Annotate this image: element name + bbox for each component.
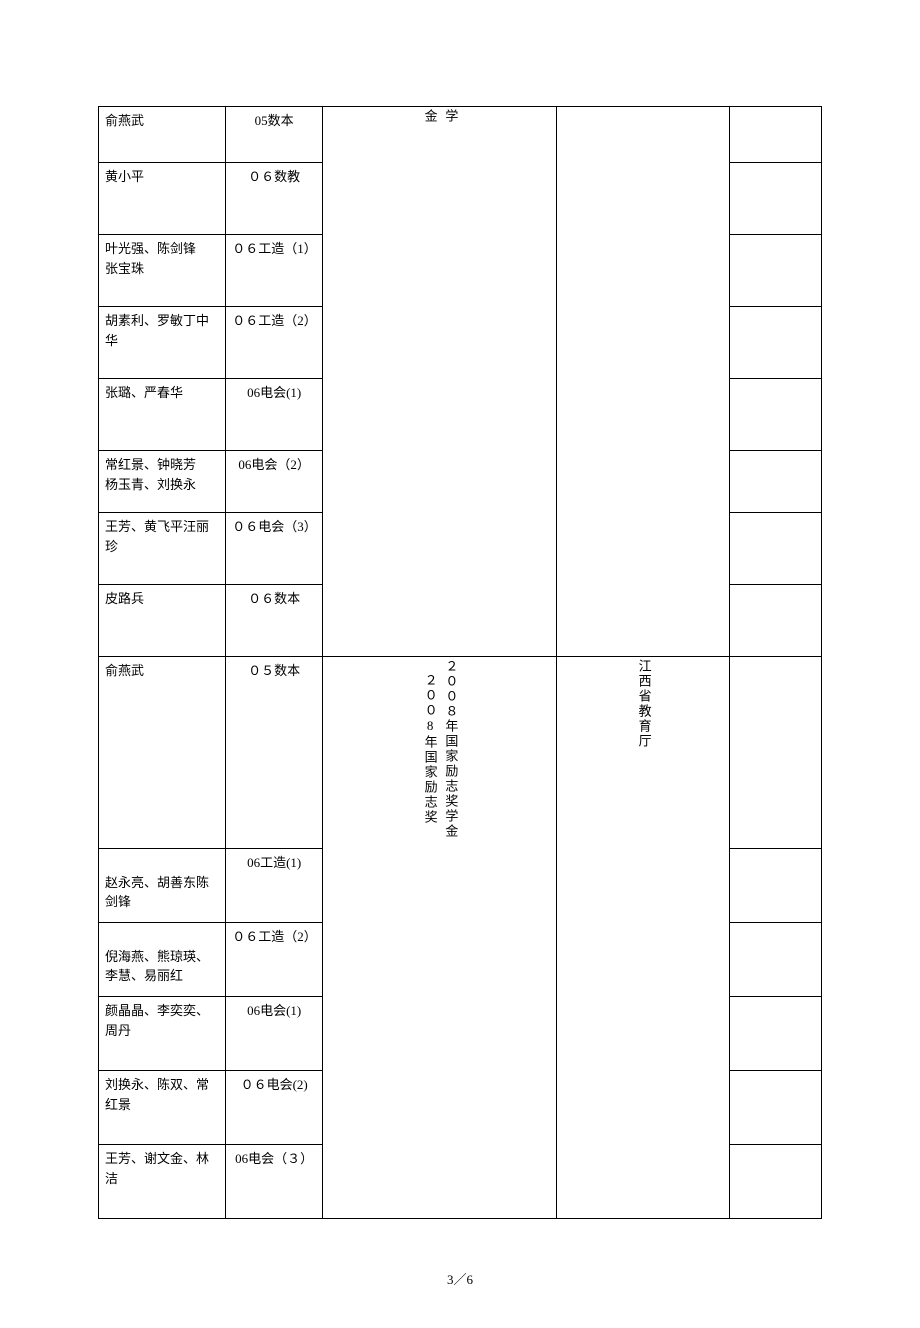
issuer-cell	[557, 923, 730, 997]
empty-cell	[730, 451, 822, 513]
issuer-cell	[557, 107, 730, 163]
page-number: 3／6	[98, 1269, 822, 1288]
group2: 俞燕武０５数本２００８年国家励志奖学金 ２００8年国家励志奖江西省教育厅 赵永亮…	[99, 657, 822, 1219]
table-row: 刘换永、陈双、常红景０６电会(2)	[99, 1071, 822, 1145]
award-cell	[323, 585, 557, 657]
names-cell: 皮路兵	[99, 585, 226, 657]
table-row: 叶光强、陈剑锋 张宝珠０６工造（1）	[99, 235, 822, 307]
empty-cell	[730, 923, 822, 997]
empty-cell	[730, 657, 822, 849]
issuer-cell	[557, 849, 730, 923]
empty-cell	[730, 513, 822, 585]
issuer-cell: 江西省教育厅	[557, 657, 730, 849]
award-cell: 学 金	[323, 107, 557, 163]
names-cell: 俞燕武	[99, 657, 226, 849]
issuer-cell	[557, 997, 730, 1071]
table-row: 皮路兵０６数本	[99, 585, 822, 657]
class-cell: ０６电会（3）	[226, 513, 323, 585]
award-cell	[323, 997, 557, 1071]
names-cell: 刘换永、陈双、常红景	[99, 1071, 226, 1145]
award-cell	[323, 1145, 557, 1219]
class-cell: ０６数教	[226, 163, 323, 235]
scholarship-table: 俞燕武05数本学 金黄小平０６数教叶光强、陈剑锋 张宝珠０６工造（1）胡素利、罗…	[98, 106, 822, 1219]
names-cell: 王芳、黄飞平汪丽珍	[99, 513, 226, 585]
names-cell: 常红景、钟晓芳 杨玉青、刘换永	[99, 451, 226, 513]
table-row: 俞燕武０５数本２００８年国家励志奖学金 ２００8年国家励志奖江西省教育厅	[99, 657, 822, 849]
table-row: 黄小平０６数教	[99, 163, 822, 235]
issuer-cell	[557, 585, 730, 657]
table-row: 俞燕武05数本学 金	[99, 107, 822, 163]
group1: 俞燕武05数本学 金黄小平０６数教叶光强、陈剑锋 张宝珠０６工造（1）胡素利、罗…	[99, 107, 822, 657]
award-cell	[323, 849, 557, 923]
class-cell: 06工造(1)	[226, 849, 323, 923]
class-cell: 05数本	[226, 107, 323, 163]
issuer-cell	[557, 1071, 730, 1145]
table-row: 张璐、严春华06电会(1)	[99, 379, 822, 451]
issuer-cell	[557, 235, 730, 307]
empty-cell	[730, 1071, 822, 1145]
empty-cell	[730, 235, 822, 307]
empty-cell	[730, 849, 822, 923]
award-cell	[323, 451, 557, 513]
award-cell	[323, 379, 557, 451]
class-cell: ０６电会(2)	[226, 1071, 323, 1145]
names-cell: 赵永亮、胡善东陈剑锋	[99, 849, 226, 923]
award-cell	[323, 163, 557, 235]
names-cell: 黄小平	[99, 163, 226, 235]
award-cell	[323, 513, 557, 585]
class-cell: ０６工造（1）	[226, 235, 323, 307]
class-cell: 06电会（2）	[226, 451, 323, 513]
class-cell: ０５数本	[226, 657, 323, 849]
table-row: 倪海燕、熊琼瑛、李慧、易丽红０６工造（2）	[99, 923, 822, 997]
class-cell: 06电会(1)	[226, 997, 323, 1071]
class-cell: 06电会（３）	[226, 1145, 323, 1219]
empty-cell	[730, 997, 822, 1071]
issuer-cell	[557, 451, 730, 513]
table-row: 赵永亮、胡善东陈剑锋06工造(1)	[99, 849, 822, 923]
award-cell	[323, 923, 557, 997]
table-row: 王芳、黄飞平汪丽珍０６电会（3）	[99, 513, 822, 585]
names-cell: 颜晶晶、李奕奕、周丹	[99, 997, 226, 1071]
table-row: 常红景、钟晓芳 杨玉青、刘换永06电会（2）	[99, 451, 822, 513]
names-cell: 俞燕武	[99, 107, 226, 163]
issuer-cell	[557, 379, 730, 451]
issuer-cell	[557, 1145, 730, 1219]
empty-cell	[730, 379, 822, 451]
empty-cell	[730, 107, 822, 163]
names-cell: 王芳、谢文金、林洁	[99, 1145, 226, 1219]
empty-cell	[730, 163, 822, 235]
empty-cell	[730, 307, 822, 379]
issuer-cell	[557, 307, 730, 379]
table-row: 颜晶晶、李奕奕、周丹06电会(1)	[99, 997, 822, 1071]
award-cell	[323, 307, 557, 379]
class-cell: 06电会(1)	[226, 379, 323, 451]
empty-cell	[730, 1145, 822, 1219]
class-cell: ０６工造（2）	[226, 923, 323, 997]
names-cell: 叶光强、陈剑锋 张宝珠	[99, 235, 226, 307]
class-cell: ０６数本	[226, 585, 323, 657]
names-cell: 倪海燕、熊琼瑛、李慧、易丽红	[99, 923, 226, 997]
issuer-cell	[557, 513, 730, 585]
names-cell: 胡素利、罗敏丁中华	[99, 307, 226, 379]
names-cell: 张璐、严春华	[99, 379, 226, 451]
award-cell	[323, 235, 557, 307]
empty-cell	[730, 585, 822, 657]
class-cell: ０６工造（2）	[226, 307, 323, 379]
table-row: 胡素利、罗敏丁中华０６工造（2）	[99, 307, 822, 379]
award-cell: ２００８年国家励志奖学金 ２００8年国家励志奖	[323, 657, 557, 849]
award-cell	[323, 1071, 557, 1145]
table-row: 王芳、谢文金、林洁06电会（３）	[99, 1145, 822, 1219]
issuer-cell	[557, 163, 730, 235]
